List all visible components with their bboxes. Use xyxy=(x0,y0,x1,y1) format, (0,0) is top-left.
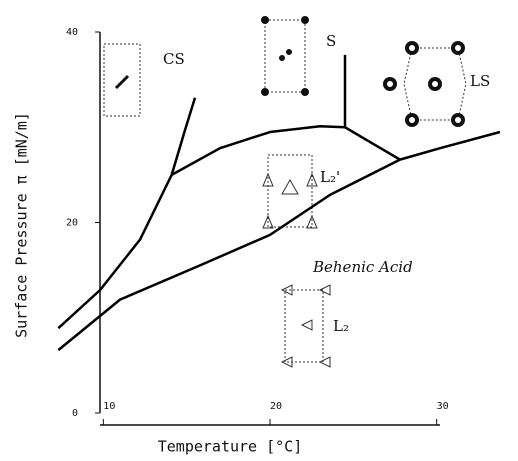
y-tick-label: 40 xyxy=(66,27,78,38)
x-tick-label: 30 xyxy=(437,401,449,412)
annotation: L₂' xyxy=(320,168,340,186)
le-icon xyxy=(280,284,331,368)
x-tick-label: 20 xyxy=(270,401,282,412)
l2-icon xyxy=(262,154,318,229)
s-icon xyxy=(261,16,309,96)
x-tick-label: 10 xyxy=(103,401,115,412)
annotation: S xyxy=(326,32,336,50)
phase-boundary xyxy=(344,126,401,161)
x-axis-label: Temperature [°C] xyxy=(158,438,303,456)
cs-icon xyxy=(103,43,141,117)
annotation: Behenic Acid xyxy=(312,258,413,276)
phase-boundary xyxy=(399,130,501,161)
annotation: L₂ xyxy=(333,317,349,335)
ls-icon xyxy=(383,41,467,127)
phase-boundary xyxy=(171,125,346,176)
annotation: CS xyxy=(163,50,185,68)
y-tick-label: 20 xyxy=(66,218,78,229)
annotation: LS xyxy=(470,72,490,90)
phase-boundary xyxy=(57,97,197,330)
y-tick-label: 0 xyxy=(72,408,78,419)
y-axis-label: Surface Pressure π [mN/m] xyxy=(13,112,31,338)
phase-boundary xyxy=(57,158,401,352)
cs-molecule xyxy=(114,74,130,90)
